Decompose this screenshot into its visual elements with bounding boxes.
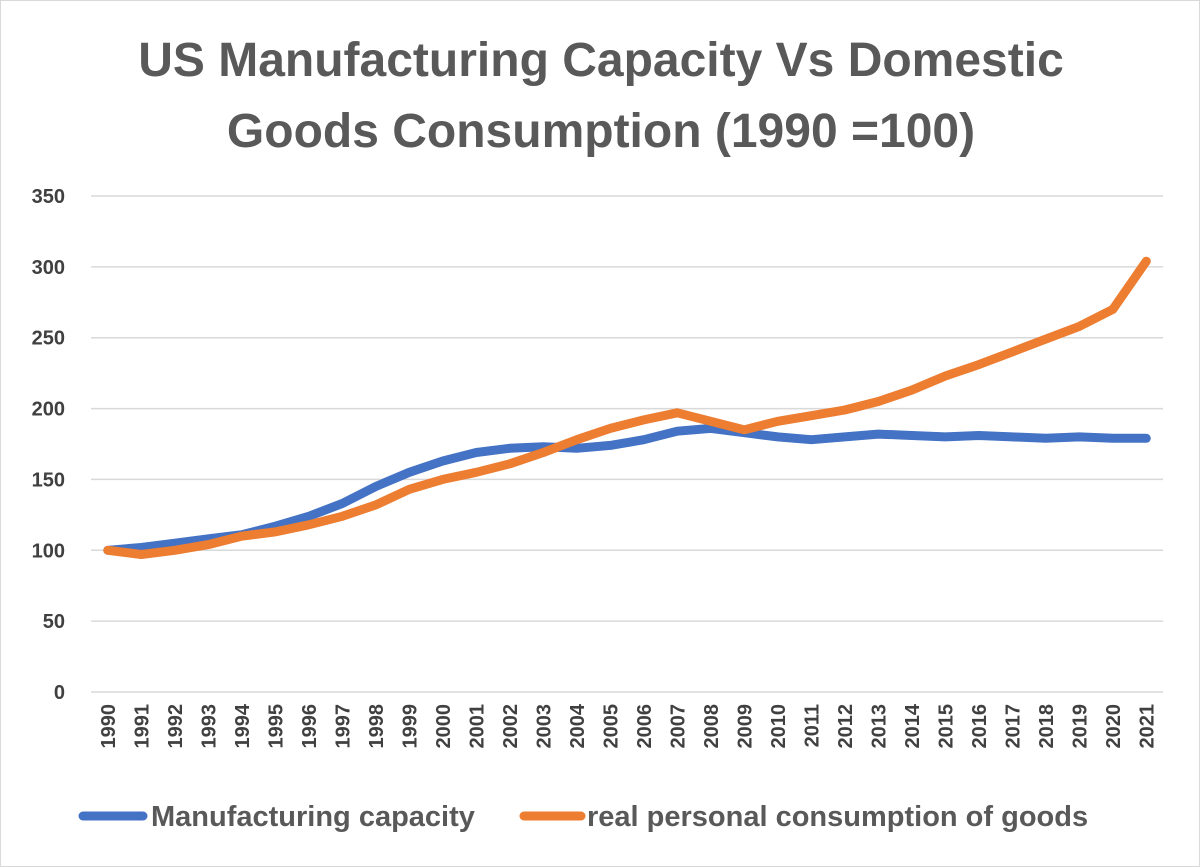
x-tick-label: 2019 bbox=[1069, 704, 1091, 749]
x-tick-label: 1999 bbox=[399, 704, 421, 749]
x-tick-label: 2015 bbox=[935, 704, 957, 749]
y-tick-label: 200 bbox=[32, 399, 65, 421]
y-tick-label: 350 bbox=[32, 186, 65, 208]
y-tick-label: 50 bbox=[43, 611, 65, 633]
x-tick-label: 1997 bbox=[332, 704, 354, 749]
x-tick-label: 2020 bbox=[1103, 704, 1125, 749]
x-tick-label: 2004 bbox=[567, 703, 589, 748]
series-line-real-personal-consumption bbox=[103, 256, 1151, 559]
x-tick-label: 2007 bbox=[667, 704, 689, 749]
x-axis: 1990 1991 1992 1993 1994 1995 1996 1997 1998 1999… bbox=[98, 703, 1159, 748]
x-tick-label: 2018 bbox=[1036, 704, 1058, 749]
x-tick-label: 2017 bbox=[1002, 704, 1024, 749]
y-tick-label: 100 bbox=[32, 540, 65, 562]
x-tick-label: 2011 bbox=[801, 704, 823, 747]
x-tick-label: 1990 bbox=[98, 704, 120, 749]
x-tick-label: 2016 bbox=[969, 704, 991, 749]
x-tick-label: 2010 bbox=[768, 704, 790, 749]
legend-label: Manufacturing capacity bbox=[151, 801, 475, 833]
series-lines bbox=[103, 256, 1151, 559]
x-tick-label: 2005 bbox=[600, 704, 622, 749]
y-tick-label: 0 bbox=[54, 682, 65, 704]
x-tick-label: 2003 bbox=[533, 704, 555, 749]
x-tick-label: 2013 bbox=[868, 704, 890, 749]
series-line-manufacturing-capacity bbox=[103, 423, 1151, 555]
x-tick-label: 1996 bbox=[299, 704, 321, 749]
y-axis: 0 50 100 150 200 250 300 350 bbox=[32, 186, 65, 704]
x-tick-label: 1992 bbox=[165, 704, 187, 749]
x-tick-label: 2001 bbox=[466, 704, 488, 749]
x-tick-label: 2002 bbox=[500, 704, 522, 749]
x-tick-label: 2000 bbox=[433, 704, 455, 749]
y-tick-label: 300 bbox=[32, 257, 65, 279]
x-tick-label: 2008 bbox=[701, 704, 723, 749]
x-tick-label: 1994 bbox=[232, 703, 254, 748]
legend: Manufacturing capacity real personal cons… bbox=[78, 801, 1088, 833]
y-tick-label: 250 bbox=[32, 328, 65, 350]
x-tick-label: 1993 bbox=[198, 704, 220, 749]
legend-label: real personal consumption of goods bbox=[587, 801, 1088, 833]
x-tick-label: 1998 bbox=[366, 704, 388, 749]
x-tick-label: 2021 bbox=[1136, 704, 1158, 749]
y-tick-label: 150 bbox=[32, 469, 65, 491]
x-tick-label: 1991 bbox=[131, 704, 153, 749]
x-tick-label: 2006 bbox=[634, 704, 656, 749]
x-tick-label: 1995 bbox=[265, 704, 287, 749]
chart-title-line2: Goods Consumption (1990 =100) bbox=[227, 105, 975, 158]
x-tick-label: 2012 bbox=[835, 704, 857, 749]
chart-title-line1: US Manufacturing Capacity Vs Domestic bbox=[138, 34, 1064, 87]
x-tick-label: 2009 bbox=[734, 704, 756, 749]
gridlines bbox=[91, 195, 1163, 693]
x-tick-label: 2014 bbox=[902, 703, 924, 748]
